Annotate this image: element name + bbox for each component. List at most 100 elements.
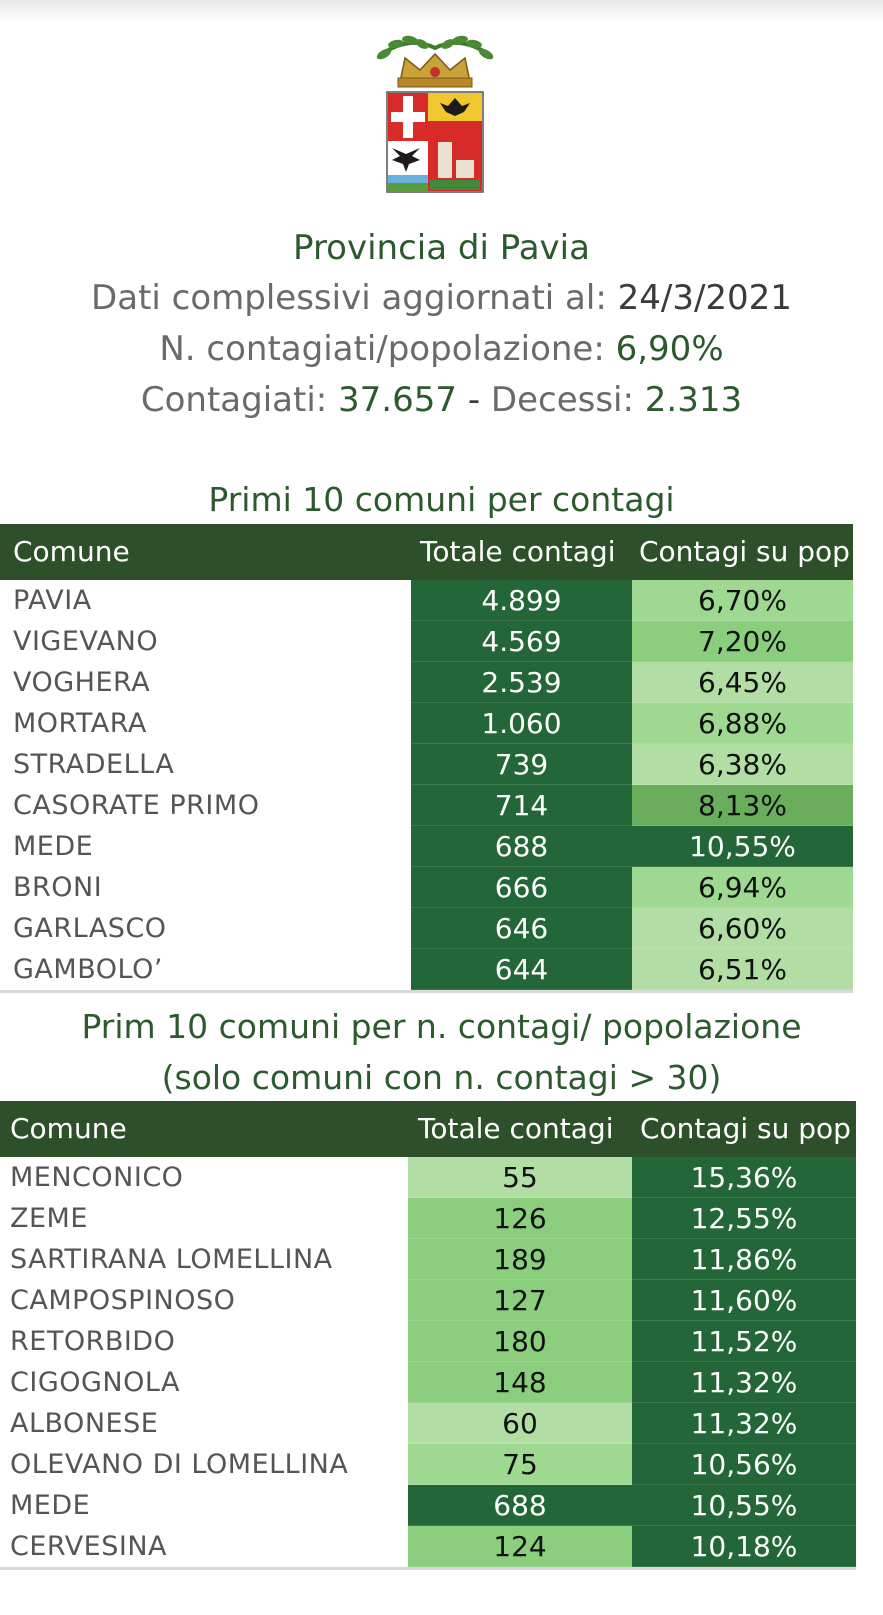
totale-contagi-cell: 739 [411, 744, 632, 785]
table-row: VIGEVANO 4.569 7,20% [0, 621, 853, 662]
top-contagi-table: Comune Totale contagi Contagi su pop PAV… [0, 524, 853, 993]
deaths-value: 2.313 [644, 380, 743, 420]
top-shade [0, 0, 883, 22]
table2-title-line1: Prim 10 comuni per n. contagi/ popolazio… [81, 1007, 802, 1046]
totale-contagi-cell: 4.899 [411, 580, 632, 621]
contagi-su-pop-cell: 6,38% [632, 744, 853, 785]
comune-name: MENCONICO [10, 1162, 184, 1193]
table-row: GARLASCO 646 6,60% [0, 908, 853, 949]
provincia-di-pavia-crest-icon [370, 30, 500, 205]
comune-name: STRADELLA [13, 749, 175, 780]
comune-name: MEDE [13, 831, 94, 862]
table-row: RETORBIDO 180 11,52% [0, 1321, 856, 1362]
totale-contagi-cell: 60 [408, 1403, 632, 1444]
updated-label: Dati complessivi aggiornati al: [91, 278, 607, 318]
contagi-su-pop-cell: 8,13% [632, 785, 853, 826]
comune-name: OLEVANO DI LOMELLINA [10, 1449, 349, 1480]
comune-name: VOGHERA [13, 667, 151, 698]
totale-contagi-cell: 688 [408, 1485, 632, 1526]
column-header-comune: Comune [10, 1112, 127, 1145]
totale-contagi-cell: 714 [411, 785, 632, 826]
table-row: MEDE 688 10,55% [0, 1485, 856, 1526]
table-row: CAMPOSPINOSO 127 11,60% [0, 1280, 856, 1321]
table1-title: Primi 10 comuni per contagi [208, 480, 675, 519]
updated-line: Dati complessivi aggiornati al: 24/3/202… [0, 278, 883, 318]
comune-name: MEDE [10, 1490, 91, 1521]
column-header-comune: Comune [13, 535, 130, 568]
table-header: Comune Totale contagi Contagi su pop [0, 1101, 856, 1157]
updated-value: 24/3/2021 [617, 278, 792, 318]
contagi-su-pop-cell: 10,55% [632, 826, 853, 867]
contagi-su-pop-cell: 7,20% [632, 621, 853, 662]
contagi-su-pop-cell: 6,88% [632, 703, 853, 744]
totale-contagi-cell: 4.569 [411, 621, 632, 662]
totale-contagi-cell: 148 [408, 1362, 632, 1403]
comune-name: VIGEVANO [13, 626, 159, 657]
table-row: MENCONICO 55 15,36% [0, 1157, 856, 1198]
comune-name: CIGOGNOLA [10, 1367, 180, 1398]
totale-contagi-cell: 666 [411, 867, 632, 908]
table-header: Comune Totale contagi Contagi su pop [0, 524, 853, 580]
totals-line: Contagiati: 37.657 - Decessi: 2.313 [0, 380, 883, 420]
contagi-su-pop-cell: 11,60% [632, 1280, 856, 1321]
totale-contagi-cell: 2.539 [411, 662, 632, 703]
totale-contagi-cell: 189 [408, 1239, 632, 1280]
table-row: CIGOGNOLA 148 11,32% [0, 1362, 856, 1403]
table-row: SARTIRANA LOMELLINA 189 11,86% [0, 1239, 856, 1280]
comune-name: SARTIRANA LOMELLINA [10, 1244, 333, 1275]
table-bottom-border [0, 990, 853, 993]
table-row: ZEME 126 12,55% [0, 1198, 856, 1239]
column-header-perc: Contagi su pop [640, 1112, 851, 1145]
contagi-su-pop-cell: 10,56% [632, 1444, 856, 1485]
table-row: STRADELLA 739 6,38% [0, 744, 853, 785]
totale-contagi-cell: 127 [408, 1280, 632, 1321]
table-row: PAVIA 4.899 6,70% [0, 580, 853, 621]
comune-name: ALBONESE [10, 1408, 159, 1439]
table-bottom-border [0, 1567, 856, 1570]
contagi-su-pop-cell: 6,45% [632, 662, 853, 703]
comune-name: GAMBOLO’ [13, 954, 163, 985]
table-row: ALBONESE 60 11,32% [0, 1403, 856, 1444]
totale-contagi-cell: 124 [408, 1526, 632, 1567]
comune-name: ZEME [10, 1203, 88, 1234]
ratio-label: N. contagiati/popolazione: [159, 329, 605, 369]
separator: - [467, 380, 481, 420]
table-row: CASORATE PRIMO 714 8,13% [0, 785, 853, 826]
contagi-su-pop-cell: 10,18% [632, 1526, 856, 1567]
comune-name: CASORATE PRIMO [13, 790, 260, 821]
table-row: CERVESINA 124 10,18% [0, 1526, 856, 1567]
table-row: VOGHERA 2.539 6,45% [0, 662, 853, 703]
comune-name: BRONI [13, 872, 103, 903]
totale-contagi-cell: 646 [411, 908, 632, 949]
infected-value: 37.657 [338, 380, 458, 420]
totale-contagi-cell: 75 [408, 1444, 632, 1485]
contagi-su-pop-cell: 6,51% [632, 949, 853, 990]
top-ratio-table: Comune Totale contagi Contagi su pop MEN… [0, 1101, 856, 1570]
contagi-su-pop-cell: 6,94% [632, 867, 853, 908]
comune-name: PAVIA [13, 585, 92, 616]
contagi-su-pop-cell: 6,60% [632, 908, 853, 949]
contagi-su-pop-cell: 12,55% [632, 1198, 856, 1239]
comune-name: CERVESINA [10, 1531, 167, 1562]
table-row: MEDE 688 10,55% [0, 826, 853, 867]
contagi-su-pop-cell: 11,32% [632, 1403, 856, 1444]
deaths-label: Decessi: [490, 380, 634, 420]
comune-name: MORTARA [13, 708, 147, 739]
contagi-su-pop-cell: 11,32% [632, 1362, 856, 1403]
table-row: BRONI 666 6,94% [0, 867, 853, 908]
ratio-line: N. contagiati/popolazione: 6,90% [0, 329, 883, 369]
table-row: GAMBOLO’ 644 6,51% [0, 949, 853, 990]
table-row: OLEVANO DI LOMELLINA 75 10,56% [0, 1444, 856, 1485]
totale-contagi-cell: 644 [411, 949, 632, 990]
infected-label: Contagiati: [140, 380, 328, 420]
table2-title-line2: (solo comuni con n. contagi > 30) [161, 1058, 722, 1097]
totale-contagi-cell: 126 [408, 1198, 632, 1239]
contagi-su-pop-cell: 6,70% [632, 580, 853, 621]
totale-contagi-cell: 180 [408, 1321, 632, 1362]
ratio-value: 6,90% [615, 329, 724, 369]
page-title: Provincia di Pavia [293, 228, 590, 268]
totale-contagi-cell: 1.060 [411, 703, 632, 744]
totale-contagi-cell: 688 [411, 826, 632, 867]
contagi-su-pop-cell: 10,55% [632, 1485, 856, 1526]
contagi-su-pop-cell: 15,36% [632, 1157, 856, 1198]
